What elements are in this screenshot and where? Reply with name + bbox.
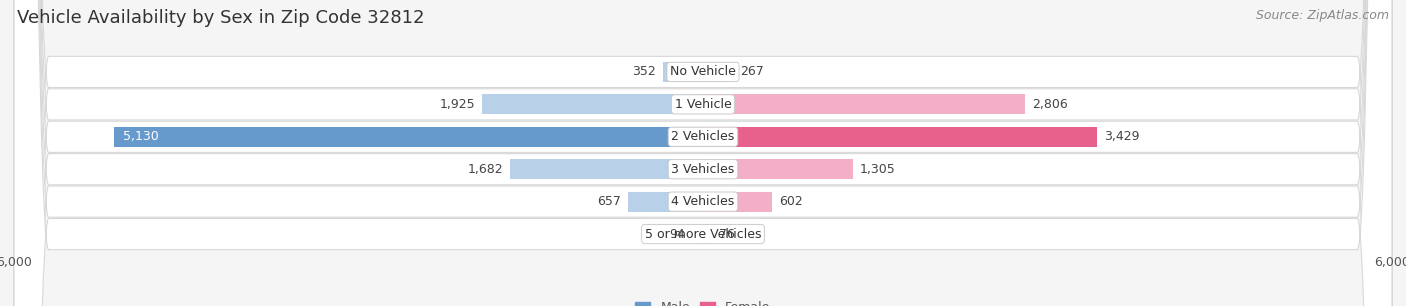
Text: 5 or more Vehicles: 5 or more Vehicles [645,228,761,241]
Bar [114,127,703,147]
FancyBboxPatch shape [14,0,1392,306]
Text: 602: 602 [779,195,803,208]
Bar [692,224,703,244]
FancyBboxPatch shape [14,0,1392,306]
Text: 2,806: 2,806 [1032,98,1067,111]
Bar [662,62,703,82]
Bar [627,192,703,212]
Bar [703,192,772,212]
Text: 94: 94 [669,228,685,241]
Text: Source: ZipAtlas.com: Source: ZipAtlas.com [1256,9,1389,22]
Text: 267: 267 [741,65,765,78]
Text: 657: 657 [596,195,620,208]
Bar [703,159,853,179]
Text: 76: 76 [718,228,734,241]
Text: 4 Vehicles: 4 Vehicles [672,195,734,208]
Text: 1,305: 1,305 [859,163,896,176]
FancyBboxPatch shape [14,0,1392,306]
Bar [703,224,711,244]
Text: 1,682: 1,682 [467,163,503,176]
Text: 5,130: 5,130 [124,130,159,143]
Bar [703,94,1025,114]
Bar [510,159,703,179]
FancyBboxPatch shape [14,0,1392,306]
Legend: Male, Female: Male, Female [630,296,776,306]
Bar [703,62,734,82]
Bar [703,127,1097,147]
Text: 1,925: 1,925 [440,98,475,111]
Bar [482,94,703,114]
Text: 1 Vehicle: 1 Vehicle [675,98,731,111]
Text: No Vehicle: No Vehicle [671,65,735,78]
FancyBboxPatch shape [14,0,1392,306]
FancyBboxPatch shape [14,0,1392,306]
Text: Vehicle Availability by Sex in Zip Code 32812: Vehicle Availability by Sex in Zip Code … [17,9,425,27]
Text: 3,429: 3,429 [1104,130,1139,143]
Text: 3 Vehicles: 3 Vehicles [672,163,734,176]
Text: 2 Vehicles: 2 Vehicles [672,130,734,143]
Text: 352: 352 [631,65,655,78]
